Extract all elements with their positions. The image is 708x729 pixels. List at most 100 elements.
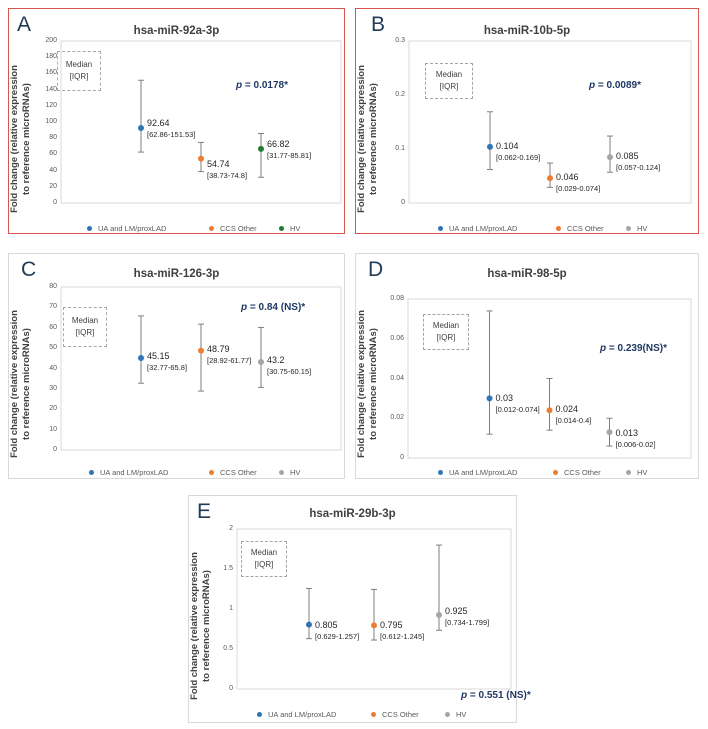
median-key-label: Median (432, 321, 460, 330)
chart-title: hsa-miR-126-3p (133, 268, 220, 280)
chart-title: hsa-miR-10b-5p (483, 25, 571, 37)
legend-label: CCS Other (382, 710, 419, 719)
chart-title: hsa-miR-98-5p (487, 268, 567, 280)
legend-item: HV (279, 468, 300, 477)
median-point (371, 622, 377, 629)
y-tick-label: 1 (229, 605, 233, 612)
p-value-symbol: p (461, 690, 468, 701)
median-value: 48.79 (207, 343, 230, 354)
panel-letter: A (17, 13, 32, 36)
panel-letter: B (371, 13, 386, 36)
median-point (487, 143, 493, 150)
iqr-key-label: [IQR] (254, 560, 274, 569)
iqr-value: [28.92-61.77] (207, 355, 252, 365)
legend-marker (626, 470, 631, 475)
legend-item: CCS Other (556, 224, 604, 233)
legend-item: UA and LM/proxLAD (257, 710, 336, 719)
median-value: 45.15 (147, 351, 170, 361)
legend-label: HV (637, 468, 648, 477)
p-value-text: = 0.0089* (595, 80, 641, 91)
y-tick-label: 0 (400, 454, 404, 461)
y-tick-label: 0.3 (395, 37, 405, 44)
y-tick-label: 120 (45, 101, 57, 109)
legend-marker (553, 470, 558, 475)
median-point (198, 347, 204, 354)
iqr-value: [0.612-1.245] (380, 632, 425, 642)
data-label: 43.2 [30.75-60.15] (267, 355, 311, 377)
iqr-key-label: [IQR] (69, 72, 89, 81)
legend-marker (257, 712, 262, 717)
median-point (306, 621, 312, 628)
p-value-symbol: p (241, 302, 248, 313)
p-value-text: = 0.551 (NS)* (467, 690, 531, 701)
legend-marker (89, 470, 94, 475)
iqr-value: [0.006-0.02] (615, 440, 656, 450)
legend-item: CCS Other (371, 710, 419, 719)
y-tick-label: 0 (53, 199, 57, 206)
chart-title: hsa-miR-92a-3p (133, 25, 220, 37)
median-key-label: Median (435, 70, 463, 79)
chart-title: hsa-miR-29b-3p (309, 508, 396, 520)
median-point (138, 124, 144, 131)
legend-marker (209, 226, 214, 231)
y-tick-label: 0.08 (390, 295, 404, 302)
iqr-key-label: [IQR] (75, 328, 95, 337)
panel-letter: D (368, 258, 384, 281)
data-label: 45.15 [32.77-65.8] (147, 351, 187, 373)
median-point (258, 358, 264, 365)
legend-item: HV (279, 224, 300, 233)
p-value: p = 0.0178* (236, 80, 288, 91)
iqr-value: [0.014-0.4] (555, 416, 592, 426)
legend-marker (438, 470, 443, 475)
median-value: 0.795 (380, 620, 403, 631)
plot-frame (60, 40, 342, 204)
legend-item: CCS Other (553, 468, 601, 477)
p-value-symbol: p (600, 343, 607, 354)
data-label: 0.03 [0.012-0.074] (496, 393, 540, 415)
median-point (486, 395, 493, 402)
median-value: 0.925 (445, 606, 468, 616)
data-label: 0.795 [0.612-1.245] (380, 620, 424, 642)
y-tick-label: 80 (49, 283, 57, 290)
y-tick-label: 30 (49, 384, 57, 392)
y-tick-label: 100 (45, 118, 57, 125)
data-label: 54.74 [38.73-74.8] (207, 159, 247, 181)
legend-marker (209, 470, 214, 475)
iqr-value: [0.029-0.074] (556, 184, 601, 194)
plot-area (60, 40, 342, 204)
p-value-symbol: p (236, 80, 243, 91)
plot-frame (236, 528, 512, 690)
median-point (546, 407, 553, 414)
median-point (138, 355, 144, 362)
data-label: 0.925 [0.734-1.799] (445, 606, 489, 628)
p-value: p = 0.551 (NS)* (461, 690, 531, 701)
data-label: 0.104 [0.062-0.169] (496, 141, 540, 163)
plot-area (60, 286, 342, 451)
iqr-value: [0.734-1.799] (445, 618, 490, 627)
y-tick-label: 0.02 (390, 414, 404, 422)
median-value: 92.64 (147, 117, 170, 128)
iqr-value: [0.062-0.169] (496, 152, 541, 162)
median-point (607, 154, 613, 161)
legend-item: HV (445, 710, 466, 719)
legend-label: UA and LM/proxLAD (449, 224, 518, 233)
legend-marker (371, 712, 376, 717)
y-tick-label: 20 (49, 405, 57, 413)
data-label: 0.085 [0.057-0.124] (616, 151, 660, 173)
y-tick-label: 180 (45, 53, 57, 61)
p-value-text: = 0.84 (NS)* (247, 302, 306, 313)
y-tick-label: 160 (45, 69, 57, 77)
iqr-value: [0.057-0.124] (616, 163, 661, 173)
legend-item: UA and LM/proxLAD (87, 224, 166, 233)
legend-marker (438, 226, 443, 231)
median-key-label: Median (65, 60, 93, 69)
iqr-value: [30.75-60.15] (267, 366, 312, 376)
plot-frame (60, 286, 342, 451)
p-value: p = 0.0089* (589, 80, 641, 91)
median-iqr-key: Median [IQR] (63, 307, 107, 347)
median-value: 66.82 (267, 138, 290, 149)
legend-marker (556, 226, 561, 231)
y-tick-label: 40 (49, 166, 57, 174)
iqr-value: [0.012-0.074] (495, 405, 540, 415)
